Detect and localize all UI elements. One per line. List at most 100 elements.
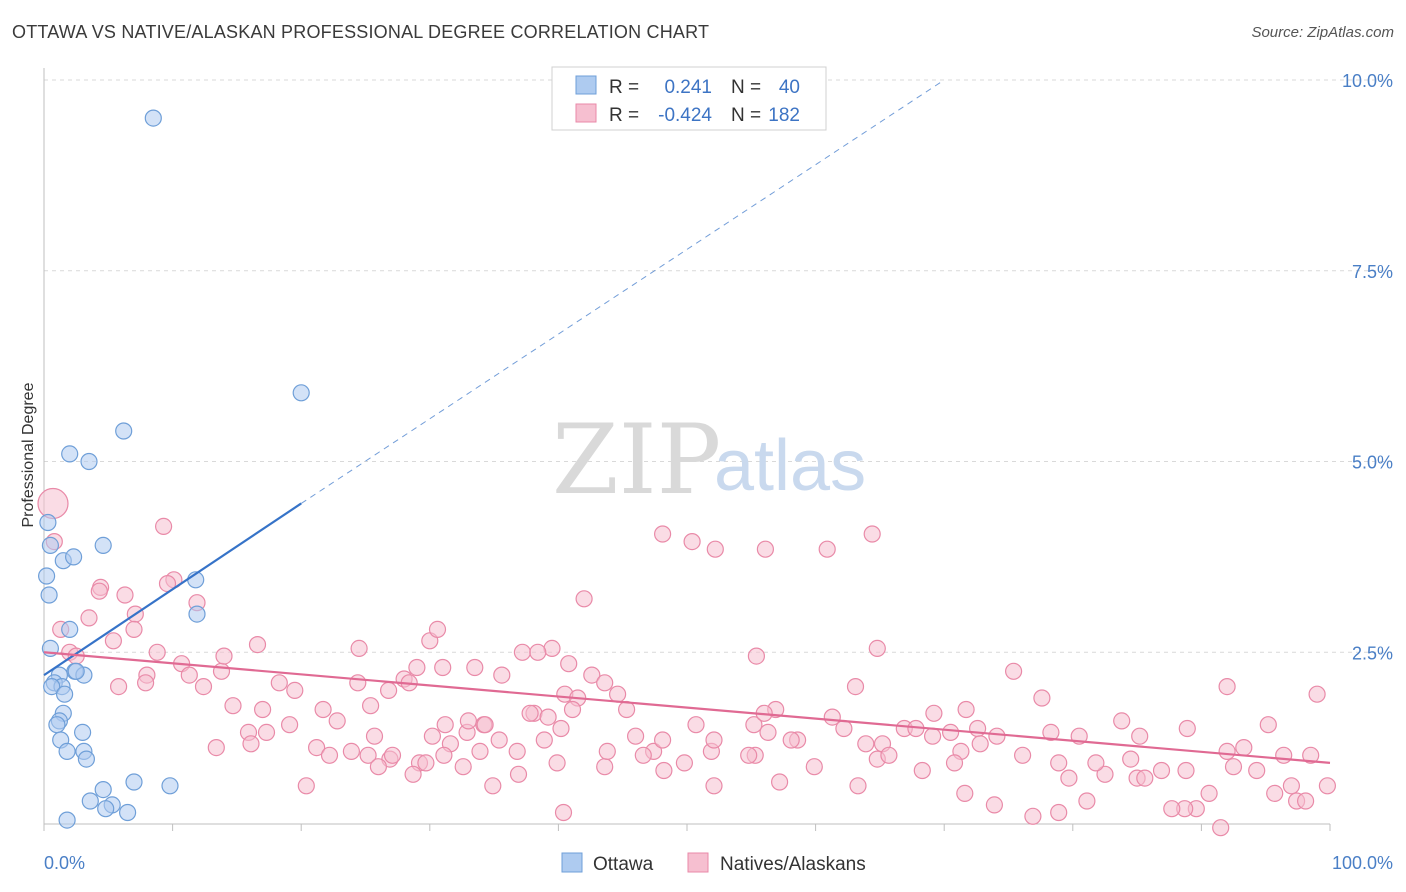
native-point-123 (880, 746, 898, 764)
native-point-78 (509, 765, 528, 783)
native-point-107 (759, 723, 777, 742)
native-point-163 (1235, 738, 1253, 757)
native-point-111 (745, 716, 763, 734)
native-point-80 (535, 731, 553, 749)
native-point-52 (423, 727, 441, 745)
native-point-140 (1004, 662, 1023, 680)
y-tick-label-2: 7.5% (1352, 262, 1393, 282)
axes (43, 68, 1331, 831)
native-point-68 (493, 666, 511, 684)
native-point-181 (706, 540, 724, 558)
native-point-38 (342, 742, 360, 761)
native-point-9 (116, 586, 134, 604)
native-point-182 (756, 540, 775, 558)
native-point-183 (818, 540, 836, 558)
native-point-138 (956, 784, 974, 803)
native-point-184 (863, 525, 881, 543)
native-point-160 (1212, 819, 1230, 837)
native-point-28 (224, 697, 242, 715)
native-point-81 (552, 719, 570, 738)
native-point-73 (521, 704, 539, 722)
native-point-120 (857, 735, 875, 753)
legend-swatch-native (575, 103, 597, 123)
ottawa-point-29 (58, 742, 76, 761)
ottawa-point-31 (125, 773, 143, 791)
y-axis-label: Professional Degree (20, 382, 37, 527)
series-legend: Ottawa Natives/Alaskans (561, 852, 866, 875)
native-point-139 (985, 796, 1004, 814)
watermark-zip: ZIP (552, 404, 721, 516)
chart-title: OTTAWA VS NATIVE/ALASKAN PROFESSIONAL DE… (12, 22, 710, 42)
native-point-174 (1218, 677, 1236, 696)
native-point-21 (248, 635, 267, 654)
x-tick-labels: 0.0% 100.0% (44, 853, 1393, 873)
ottawa-point-3 (61, 445, 79, 463)
native-point-162 (1224, 758, 1243, 776)
grid-lines (44, 79, 1392, 653)
x-tick-label-0: 0.0% (44, 853, 85, 873)
native-point-136 (923, 727, 942, 745)
native-point-159 (1200, 784, 1218, 803)
native-point-20 (215, 647, 233, 665)
native-point-178 (1050, 803, 1068, 822)
ottawa-point-12 (40, 586, 58, 604)
legend-r-value-native: -0.424 (658, 105, 712, 126)
y-tick-labels: 2.5% 5.0% 7.5% 10.0% (1342, 71, 1393, 663)
native-point-69 (513, 643, 532, 661)
ottawa-point-39 (67, 662, 85, 680)
native-point-113 (805, 758, 823, 776)
native-point-62 (434, 658, 452, 677)
native-point-161 (1218, 742, 1236, 761)
native-point-57 (408, 658, 426, 677)
ottawa-point-32 (94, 780, 112, 799)
native-point-137 (913, 761, 931, 780)
native-point-142 (1033, 689, 1051, 707)
native-point-77 (471, 742, 489, 761)
native-point-45 (369, 758, 387, 776)
ottawa-point-0 (144, 109, 162, 127)
native-point-19 (212, 662, 231, 680)
native-point-89 (596, 674, 614, 692)
bottom-legend-swatch-native (687, 852, 709, 873)
native-point-147 (1096, 765, 1114, 783)
native-point-102 (687, 716, 705, 734)
ottawa-point-10 (37, 567, 56, 585)
native-point-99 (653, 731, 672, 749)
native-point-145 (1060, 769, 1078, 787)
native-point-156 (1178, 719, 1196, 738)
native-point-90 (608, 685, 627, 703)
native-point-168 (1282, 777, 1301, 795)
native-point-42 (383, 746, 402, 764)
native-point-39 (359, 746, 377, 764)
native-point-104 (705, 731, 723, 749)
native-point-59 (362, 697, 380, 715)
legend-n-value-native: 182 (768, 105, 800, 126)
native-point-88 (583, 666, 601, 684)
native-point-5 (155, 517, 173, 536)
native-point-108 (770, 773, 789, 791)
native-point-157 (1177, 761, 1195, 780)
native-point-125 (868, 639, 886, 658)
native-point-84 (543, 639, 561, 658)
native-point-36 (242, 735, 260, 753)
native-point-105 (705, 777, 723, 795)
native-point-132 (971, 735, 989, 753)
native-point-119 (835, 719, 853, 738)
ottawa-point-4 (80, 452, 98, 471)
legend-r-label-ottawa: R = (609, 77, 639, 98)
native-point-167 (1275, 746, 1293, 764)
ottawa-point-1 (292, 384, 310, 402)
native-point-155 (1136, 769, 1154, 787)
native-point-74 (508, 742, 526, 761)
native-point-50 (435, 746, 453, 764)
native-point-46 (297, 777, 315, 795)
native-point-61 (428, 620, 447, 639)
native-point-35 (207, 738, 225, 757)
y-tick-label-1: 5.0% (1352, 453, 1393, 473)
native-point-72 (539, 708, 557, 726)
ottawa-point-38 (58, 811, 76, 829)
ottawa-point-34 (81, 792, 99, 810)
ottawa-point-14 (61, 620, 79, 639)
native-point-164 (1248, 761, 1266, 780)
native-point-79 (484, 777, 502, 795)
